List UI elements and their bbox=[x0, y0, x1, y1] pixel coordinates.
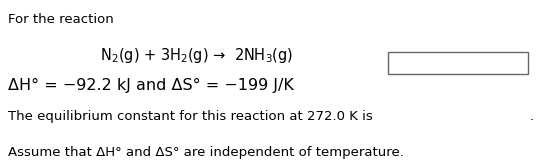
Text: .: . bbox=[530, 110, 534, 123]
Text: ΔH° = −92.2 kJ and ΔS° = −199 J/K: ΔH° = −92.2 kJ and ΔS° = −199 J/K bbox=[8, 78, 294, 93]
Text: For the reaction: For the reaction bbox=[8, 13, 114, 26]
Text: The equilibrium constant for this reaction at 272.0 K is: The equilibrium constant for this reacti… bbox=[8, 110, 373, 123]
Text: N$_2$(g) + 3H$_2$(g) →  2NH$_3$(g): N$_2$(g) + 3H$_2$(g) → 2NH$_3$(g) bbox=[100, 46, 293, 65]
Text: Assume that ΔH° and ΔS° are independent of temperature.: Assume that ΔH° and ΔS° are independent … bbox=[8, 146, 404, 159]
Bar bbox=[388, 52, 528, 74]
